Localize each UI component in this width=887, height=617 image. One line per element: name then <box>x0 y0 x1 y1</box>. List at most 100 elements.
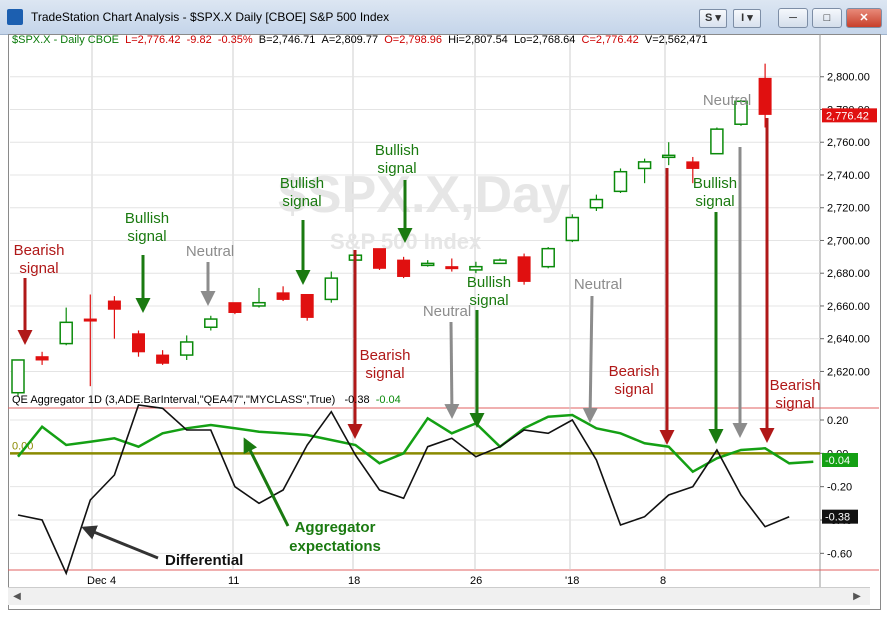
candle <box>252 287 266 308</box>
legend-open: O=2,798.96 <box>384 34 443 46</box>
candle-body <box>637 161 652 170</box>
candle-body <box>276 292 290 300</box>
indicator-tick-label: -0.60 <box>827 548 852 560</box>
date-tick-label: 8 <box>660 575 666 587</box>
candle <box>373 248 386 270</box>
candle-body <box>445 266 459 270</box>
minimize-icon[interactable]: ─ <box>778 8 808 28</box>
candle-body <box>758 77 772 115</box>
horizontal-scrollbar[interactable]: ◀ ▶ <box>8 587 870 605</box>
bullish-label: Bullish signal <box>467 274 511 309</box>
candle <box>469 261 483 274</box>
candle <box>541 247 555 269</box>
candle-body <box>324 277 339 301</box>
annotation-line: signal <box>377 160 416 177</box>
indicator-tick-label: 0.20 <box>827 415 848 427</box>
candle-body <box>228 302 242 314</box>
neutral-label: Neutral <box>186 243 234 260</box>
scroll-right-icon[interactable]: ▶ <box>853 591 861 602</box>
legend-high: Hi=2,807.54 <box>448 34 508 46</box>
price-tick-label: 2,720.00 <box>827 203 870 215</box>
candle-body <box>686 161 700 169</box>
annotation-line: signal <box>614 381 653 398</box>
candle <box>589 194 604 211</box>
annotation-line: signal <box>127 228 166 245</box>
date-tick-label: 18 <box>348 575 360 587</box>
candle-body <box>734 100 748 125</box>
candle-body <box>300 293 314 318</box>
candle-body <box>11 359 25 394</box>
aggregator-annotation: Aggregator expectations <box>289 519 381 555</box>
candle <box>686 156 700 184</box>
indicator-label: QE Aggregator 1D (3,ADE.BarInterval,"QEA… <box>12 394 336 406</box>
legend-ask: A=2,809.77 <box>321 34 379 46</box>
window-title: TradeStation Chart Analysis - $SPX.X Dai… <box>31 10 390 24</box>
date-tick-label: 11 <box>228 575 239 587</box>
legend-pct: -0.35% <box>217 34 253 46</box>
candle <box>156 350 170 365</box>
annotation-line: Bearish <box>360 347 411 364</box>
tradestation-icon <box>7 9 23 25</box>
close-icon[interactable]: ✕ <box>846 8 882 28</box>
insert-menu-button[interactable]: I ▾ <box>733 9 761 28</box>
indicator-legend: QE Aggregator 1D (3,ADE.BarInterval,"QEA… <box>12 394 401 406</box>
date-tick-label: 26 <box>470 575 482 587</box>
annotation-line: Bullish <box>467 274 511 291</box>
candle <box>228 302 242 315</box>
indicator-value-1: -0.38 <box>344 394 370 406</box>
annotation-line: Neutral <box>186 243 234 260</box>
annotation-line: signal <box>282 193 321 210</box>
price-tick-label: 2,620.00 <box>827 366 870 378</box>
annotation-line: Bearish <box>609 363 660 380</box>
candle <box>324 271 339 303</box>
candle-body <box>83 318 97 322</box>
annotation-line: Aggregator <box>295 519 376 536</box>
neutral-label: Neutral <box>423 303 471 320</box>
candle <box>734 99 748 126</box>
annotation-line: Neutral <box>574 276 622 293</box>
candle <box>710 127 724 155</box>
candle-body <box>132 333 145 353</box>
legend-change: -9.82 <box>186 34 212 46</box>
candle <box>517 253 531 285</box>
annotation-line: Bullish <box>125 210 169 227</box>
candle-body <box>710 128 724 155</box>
date-tick-label: 4 <box>110 575 116 587</box>
annotation-line: expectations <box>289 538 381 555</box>
maximize-icon[interactable]: □ <box>812 8 842 28</box>
bearish-label: Bearish signal <box>609 363 660 398</box>
candle-body <box>541 247 555 268</box>
candle-body <box>59 321 73 345</box>
neutral-label: Neutral <box>574 276 622 293</box>
candle <box>179 335 194 360</box>
candle <box>300 293 314 321</box>
candle <box>107 296 121 339</box>
candle-body <box>661 154 676 159</box>
aggregator-value-label: -0.04 <box>825 455 850 467</box>
candle <box>613 168 628 193</box>
differential-arrow <box>81 525 159 560</box>
chart-area[interactable] <box>8 34 881 610</box>
candle <box>83 294 97 387</box>
annotation-line: signal <box>19 260 58 277</box>
price-tick-label: 2,640.00 <box>827 334 870 346</box>
aggregator-line <box>17 413 814 474</box>
differential-value-label: -0.38 <box>825 512 850 524</box>
candle <box>661 142 676 166</box>
differential-line <box>17 404 790 576</box>
candle-body <box>179 341 194 356</box>
style-menu-button[interactable]: S ▾ <box>699 9 727 28</box>
candle-body <box>204 318 218 328</box>
scroll-left-icon[interactable]: ◀ <box>13 591 21 602</box>
legend-last: L=2,776.42 <box>125 34 181 46</box>
candle-body <box>469 265 483 271</box>
annotation-line: Neutral <box>423 303 471 320</box>
title-bar: TradeStation Chart Analysis - $SPX.X Dai… <box>0 0 887 35</box>
candle <box>132 330 145 357</box>
date-tick-label: Dec <box>87 575 107 587</box>
neutral-arrow <box>444 321 460 419</box>
legend-symbol: $SPX.X - Daily CBOE <box>12 34 119 46</box>
bearish-label: Bearish signal <box>14 242 65 277</box>
candle-body <box>517 256 531 282</box>
candle-body <box>613 170 628 193</box>
